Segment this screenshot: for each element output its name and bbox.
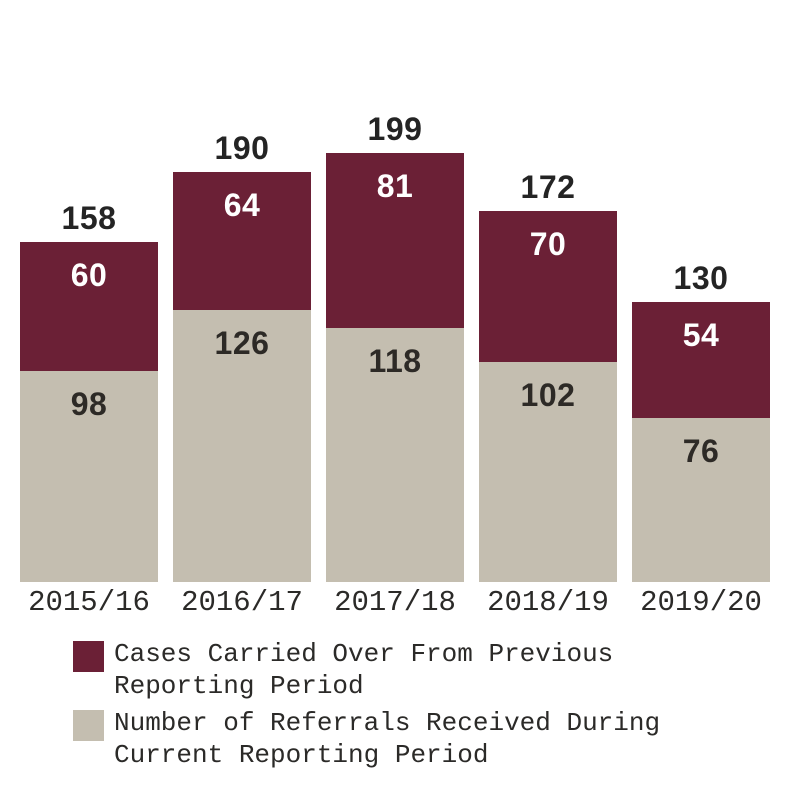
x-axis-label: 2016/17 xyxy=(181,586,303,619)
bar-total-label: 130 xyxy=(673,260,729,296)
bar-total-label: 172 xyxy=(520,169,576,205)
bar-column: 199 81 118 xyxy=(326,111,464,582)
legend-label: Number of Referrals Received During Curr… xyxy=(114,708,661,770)
segment-value-label: 126 xyxy=(214,325,270,361)
referrals-segment: 102 xyxy=(479,362,617,582)
referrals-segment: 118 xyxy=(326,328,464,582)
segment-value-label: 118 xyxy=(368,343,422,379)
legend-item: Number of Referrals Received During Curr… xyxy=(73,707,800,771)
segment-value-label: 60 xyxy=(70,257,108,293)
x-axis-label: 2017/18 xyxy=(334,586,456,619)
segment-value-label: 54 xyxy=(682,317,720,353)
chart-legend: Cases Carried Over From Previous Reporti… xyxy=(73,638,800,771)
bar-column: 172 70 102 xyxy=(479,169,617,582)
carried-over-segment: 60 xyxy=(20,242,158,371)
carried-over-segment: 81 xyxy=(326,153,464,328)
carried-over-segment: 54 xyxy=(632,302,770,418)
x-axis: 2015/16 2016/17 2017/18 2018/19 2019/20 xyxy=(0,586,800,619)
referrals-segment: 126 xyxy=(173,310,311,582)
segment-value-label: 76 xyxy=(682,433,720,469)
segment-value-label: 81 xyxy=(376,168,414,204)
segment-value-label: 102 xyxy=(520,377,576,413)
segment-value-label: 98 xyxy=(70,386,108,422)
carried-over-segment: 64 xyxy=(173,172,311,310)
referrals-legend-swatch xyxy=(73,710,104,741)
bar-column: 130 54 76 xyxy=(632,260,770,582)
bar-column: 158 60 98 xyxy=(20,200,158,582)
bar-total-label: 199 xyxy=(367,111,423,147)
x-axis-label: 2018/19 xyxy=(487,586,609,619)
legend-item: Cases Carried Over From Previous Reporti… xyxy=(73,638,800,702)
segment-value-label: 70 xyxy=(529,226,567,262)
referrals-segment: 76 xyxy=(632,418,770,582)
x-axis-label: 2019/20 xyxy=(640,586,762,619)
bar-total-label: 190 xyxy=(214,130,270,166)
bar-total-label: 158 xyxy=(61,200,117,236)
carried-over-legend-swatch xyxy=(73,641,104,672)
legend-label: Cases Carried Over From Previous Reporti… xyxy=(114,639,614,701)
plot-area: 158 60 98 190 64 126 199 81 118 172 70 102 130 54 76 xyxy=(20,111,770,582)
referrals-segment: 98 xyxy=(20,371,158,582)
segment-value-label: 64 xyxy=(223,187,261,223)
x-axis-label: 2015/16 xyxy=(28,586,150,619)
carried-over-segment: 70 xyxy=(479,211,617,362)
bar-column: 190 64 126 xyxy=(173,130,311,582)
